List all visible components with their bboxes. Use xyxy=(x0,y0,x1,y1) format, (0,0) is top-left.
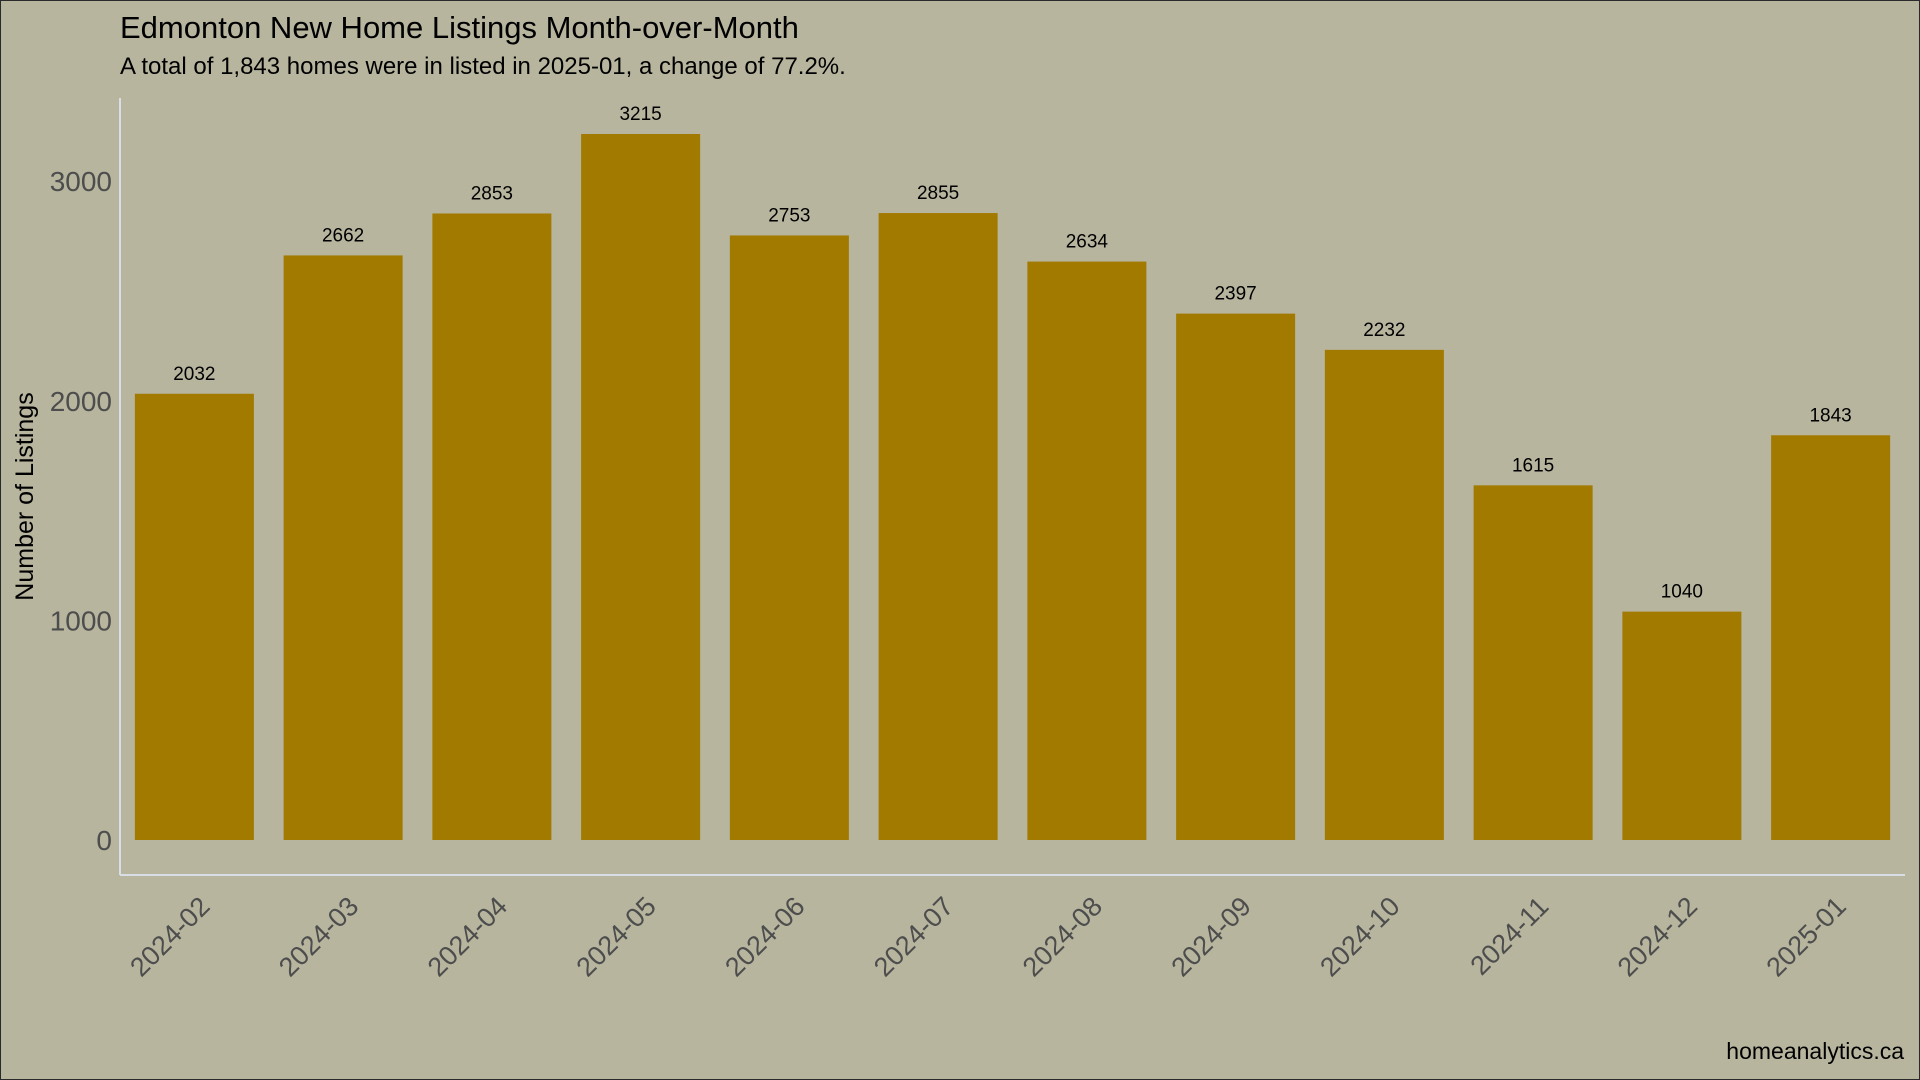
bar-value-label: 2634 xyxy=(1066,232,1109,253)
x-tick-label: 2024-12 xyxy=(1612,891,1703,982)
y-tick-label: 2000 xyxy=(50,386,112,417)
x-tick-label: 2024-08 xyxy=(1017,891,1108,982)
bar-2024-09 xyxy=(1176,313,1296,841)
y-tick-label: 3000 xyxy=(50,166,112,197)
x-ticks: 2024-02 2024-03 2024-04 2024-05 2024-06 2024-… xyxy=(124,891,1852,982)
bar-2024-10 xyxy=(1324,349,1444,840)
x-tick-label: 2024-04 xyxy=(422,891,513,982)
bar-value-label: 2662 xyxy=(322,225,364,246)
bar-2024-05 xyxy=(581,133,701,841)
bar-value-label: 1615 xyxy=(1512,455,1554,476)
chart-title: Edmonton New Home Listings Month-over-Mo… xyxy=(120,10,799,45)
y-axis-title: Number of Listings xyxy=(11,392,39,600)
bar-value-label: 2032 xyxy=(173,364,215,385)
y-ticks: 0 1000 2000 3000 xyxy=(50,166,112,856)
chart-caption: homeanalytics.ca xyxy=(1726,1038,1904,1064)
bar-2024-06 xyxy=(729,235,849,841)
bars xyxy=(134,133,1891,841)
axes xyxy=(119,98,1905,876)
bar-value-label: 2232 xyxy=(1363,320,1405,341)
bar-2024-12 xyxy=(1622,611,1742,840)
bar-value-label: 1843 xyxy=(1809,405,1851,426)
bar-labels: 2032 2662 2853 3215 2753 2855 2634 2397 2232 1615… xyxy=(173,104,1852,603)
bar-value-label: 2855 xyxy=(917,183,959,204)
bar-2024-07 xyxy=(878,213,998,841)
bar-2024-11 xyxy=(1473,485,1593,840)
bar-2025-01 xyxy=(1771,435,1891,840)
y-tick-label: 1000 xyxy=(50,605,112,636)
bar-2024-02 xyxy=(134,393,254,840)
x-tick-label: 2024-11 xyxy=(1464,891,1554,981)
y-tick-label: 0 xyxy=(96,825,112,856)
x-tick-label: 2024-02 xyxy=(124,891,215,982)
bar-value-label: 2397 xyxy=(1214,284,1256,305)
x-tick-label: 2024-10 xyxy=(1314,891,1405,982)
bar-value-label: 2853 xyxy=(471,183,513,204)
chart-subtitle: A total of 1,843 homes were in listed in… xyxy=(120,53,846,80)
bar-2024-04 xyxy=(432,213,552,840)
bar-value-label: 2753 xyxy=(768,205,810,226)
x-tick-label: 2025-01 xyxy=(1761,891,1852,982)
bar-2024-08 xyxy=(1027,261,1147,840)
bar-value-label: 1040 xyxy=(1661,582,1703,603)
x-tick-label: 2024-03 xyxy=(273,891,364,982)
x-tick-label: 2024-06 xyxy=(719,891,810,982)
x-tick-label: 2024-09 xyxy=(1166,891,1257,982)
bar-value-label: 3215 xyxy=(619,104,661,125)
x-tick-label: 2024-07 xyxy=(868,891,959,982)
bar-2024-03 xyxy=(283,255,403,840)
x-tick-label: 2024-05 xyxy=(571,891,662,982)
